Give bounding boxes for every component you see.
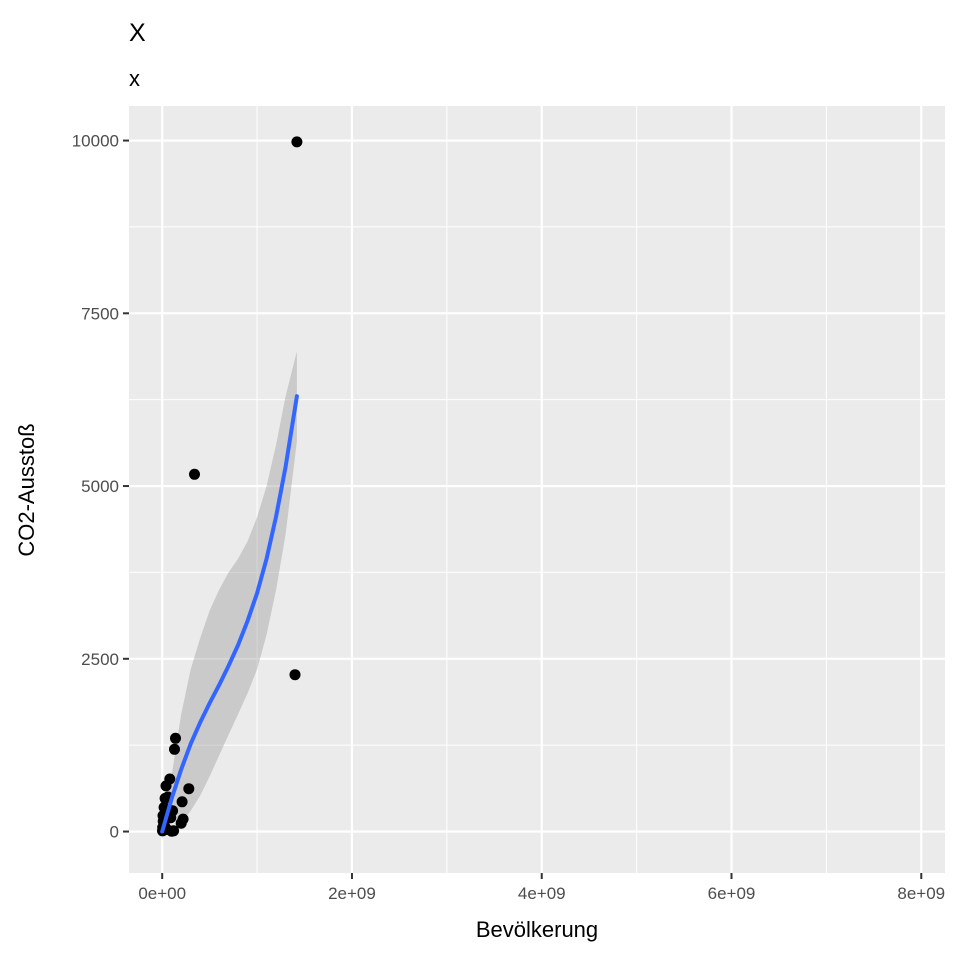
y-tick-label-4: 10000: [72, 132, 119, 151]
data-point-10: [175, 817, 187, 829]
x-tick-label-0: 0e+00: [138, 884, 186, 903]
y-tick-label-0: 0: [110, 823, 119, 842]
y-axis-title: CO2-Ausstoß: [14, 423, 39, 556]
data-point-8: [176, 796, 188, 808]
grid-minor: [129, 106, 945, 873]
data-point-0: [291, 136, 303, 148]
x-tick-label-4: 8e+09: [897, 884, 945, 903]
data-point-12: [159, 792, 171, 804]
data-point-7: [160, 780, 172, 792]
x-tick-label-1: 2e+09: [328, 884, 376, 903]
x-axis-title: Bevölkerung: [476, 917, 598, 942]
data-point-5: [183, 783, 195, 795]
data-point-4: [169, 743, 180, 755]
x-tick-label-2: 4e+09: [518, 884, 566, 903]
y-tick-label-1: 2500: [81, 650, 119, 669]
data-point-3: [170, 732, 181, 744]
chart-title: X: [129, 19, 146, 47]
grid-major: [129, 106, 945, 873]
confidence-ribbon: [162, 351, 297, 839]
confidence-band: [162, 351, 297, 839]
y-axis: 0 2500 5000 7500 10000: [72, 132, 129, 842]
y-tick-label-3: 7500: [81, 304, 119, 323]
smooth-line: [160, 394, 299, 834]
x-axis: 0e+00 2e+09 4e+09 6e+09 8e+09: [138, 873, 945, 903]
data-point-1: [189, 468, 200, 480]
chart-subtitle: x: [129, 66, 140, 91]
smooth-line-layer: [160, 394, 299, 834]
y-tick-label-2: 5000: [81, 477, 119, 496]
data-point-2: [289, 669, 301, 681]
plot-panel: [129, 106, 945, 873]
x-tick-label-3: 6e+09: [708, 884, 756, 903]
